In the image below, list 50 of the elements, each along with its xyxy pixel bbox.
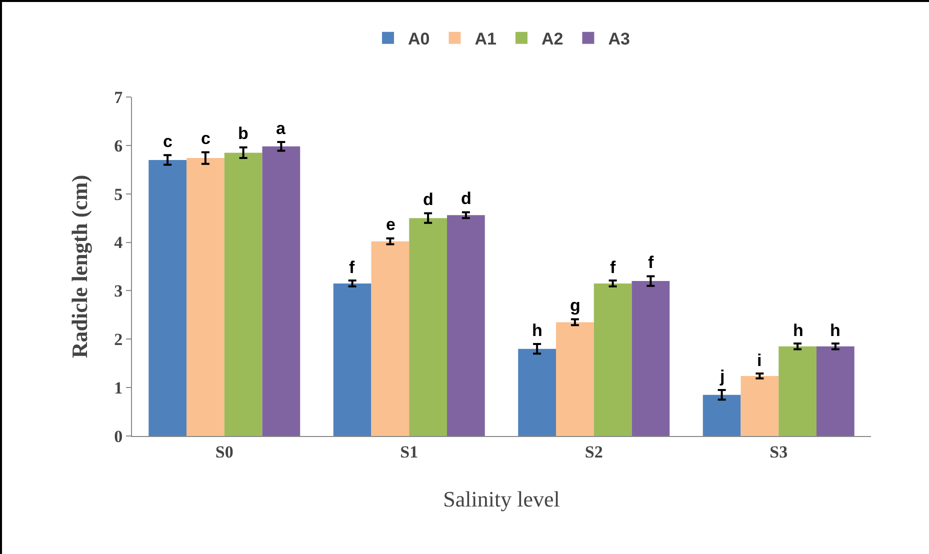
x-tick-label: S3: [770, 442, 788, 462]
bar: [333, 283, 372, 436]
x-tick-label: S0: [215, 442, 234, 462]
data-label: f: [610, 258, 616, 277]
data-label: f: [349, 258, 355, 277]
bar: [371, 241, 410, 436]
x-axis-title: Salinity level: [443, 486, 560, 512]
data-label: j: [719, 367, 725, 386]
bar: [409, 218, 447, 436]
x-tick-label: S1: [400, 442, 418, 462]
bar: [224, 152, 262, 436]
bar: [740, 376, 779, 436]
x-tick-label: S2: [584, 442, 603, 462]
legend-label: A1: [474, 30, 496, 48]
data-label: h: [830, 321, 840, 340]
bar: [447, 215, 485, 436]
y-axis-title: Radicle length (cm): [66, 174, 92, 358]
y-tick-label: 5: [114, 184, 123, 204]
data-label: d: [423, 190, 434, 209]
bar: [702, 394, 741, 436]
y-tick-label: 4: [114, 233, 124, 252]
bar: [632, 281, 670, 436]
data-label: c: [201, 129, 210, 148]
y-tick-label: 1: [114, 378, 123, 398]
bar: [778, 346, 816, 436]
bar: [262, 146, 300, 436]
data-label: a: [276, 119, 286, 138]
legend-label: A2: [541, 30, 564, 48]
bar: [518, 348, 556, 436]
data-label: g: [570, 296, 580, 315]
legend-label: A3: [608, 30, 630, 48]
y-tick-label: 3: [114, 282, 123, 301]
data-label: i: [757, 351, 762, 370]
bar: [186, 158, 224, 436]
y-tick-label: 2: [114, 330, 123, 350]
data-label: f: [648, 253, 654, 272]
data-label: h: [532, 321, 542, 340]
data-label: h: [793, 321, 804, 340]
bar: [816, 346, 854, 436]
y-tick-label: 7: [114, 88, 124, 107]
bar: [148, 160, 186, 436]
y-tick-label: 6: [114, 136, 123, 156]
data-label: e: [386, 215, 396, 234]
bar: [556, 322, 594, 436]
data-label: b: [238, 124, 248, 143]
bar: [594, 283, 632, 436]
legend-label: A0: [408, 30, 430, 48]
data-label: c: [163, 132, 172, 151]
data-label: d: [461, 189, 472, 208]
y-tick-label: 0: [114, 426, 123, 446]
